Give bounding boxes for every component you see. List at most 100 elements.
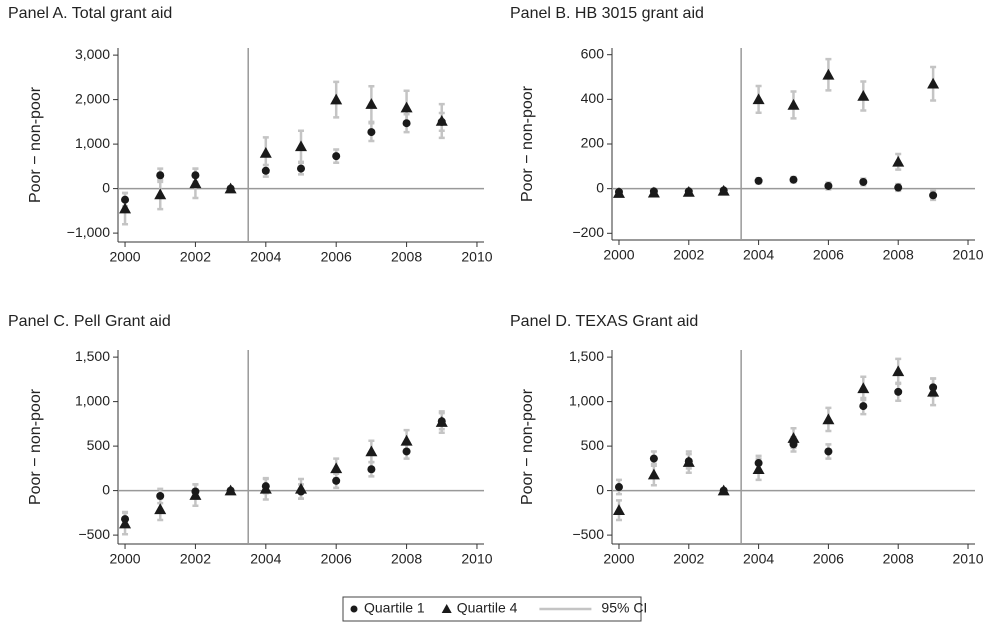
circle-marker: [402, 447, 411, 456]
triangle-marker: [822, 413, 835, 425]
circle-marker: [261, 166, 270, 175]
triangle-marker: [189, 489, 202, 500]
y-tick-label: 1,000: [569, 392, 604, 408]
triangle-marker: [224, 182, 237, 194]
legend-marker: [441, 604, 452, 613]
panel-title: Panel A. Total grant aid: [8, 5, 172, 22]
triangle-marker: [154, 503, 167, 515]
y-tick-label: 0: [102, 179, 110, 195]
triangle-marker: [682, 186, 695, 197]
triangle-marker: [892, 155, 905, 167]
circle-marker: [649, 454, 658, 463]
triangle-marker: [365, 98, 378, 109]
x-tick-label: 2008: [391, 551, 422, 567]
triangle-marker: [892, 365, 905, 377]
triangle-marker: [612, 504, 625, 515]
circle-marker: [789, 175, 798, 184]
circle-marker: [367, 128, 376, 137]
circle-marker: [191, 171, 200, 180]
circle-marker: [824, 447, 833, 456]
triangle-marker: [647, 468, 660, 480]
triangle-marker: [787, 98, 800, 110]
circle-marker: [859, 402, 868, 411]
y-axis-label: Poor − non-poor: [519, 85, 536, 202]
x-tick-label: 2008: [883, 247, 914, 263]
x-tick-label: 2002: [673, 551, 704, 567]
circle-marker: [121, 195, 130, 204]
triangle-marker: [717, 484, 730, 496]
x-tick-label: 2000: [603, 247, 634, 263]
y-tick-label: −200: [572, 224, 604, 240]
circle-marker: [894, 183, 903, 192]
triangle-marker: [927, 77, 940, 89]
panel-title: Panel D. TEXAS Grant aid: [510, 313, 698, 330]
circle-marker: [156, 171, 165, 180]
triangle-marker: [259, 482, 272, 494]
x-tick-label: 2010: [461, 551, 492, 567]
panel-title: Panel C. Pell Grant aid: [8, 313, 171, 330]
x-tick-label: 2010: [952, 551, 983, 567]
x-tick-label: 2006: [321, 249, 352, 265]
triangle-marker: [330, 462, 343, 474]
y-tick-label: 1,000: [75, 135, 110, 151]
y-tick-label: 2,000: [75, 90, 110, 106]
legend-label: 95% CI: [601, 600, 647, 616]
triangle-marker: [822, 68, 835, 80]
x-tick-label: 2004: [743, 551, 774, 567]
x-tick-label: 2000: [109, 551, 140, 567]
triangle-marker: [154, 188, 167, 200]
y-tick-label: 500: [87, 437, 111, 453]
circle-marker: [156, 491, 165, 500]
triangle-marker: [365, 445, 378, 457]
triangle-marker: [400, 434, 413, 446]
y-tick-label: 200: [581, 135, 605, 151]
circle-marker: [824, 181, 833, 190]
x-tick-label: 2004: [250, 249, 281, 265]
legend-label: Quartile 1: [364, 600, 425, 616]
triangle-marker: [224, 484, 237, 496]
x-tick-label: 2006: [321, 551, 352, 567]
y-tick-label: 0: [596, 179, 604, 195]
x-tick-label: 2002: [673, 247, 704, 263]
x-tick-label: 2002: [180, 551, 211, 567]
triangle-marker: [119, 517, 132, 529]
y-tick-label: −500: [572, 526, 604, 542]
x-tick-label: 2002: [180, 249, 211, 265]
triangle-marker: [647, 186, 660, 198]
x-tick-label: 2008: [883, 551, 914, 567]
triangle-marker: [717, 184, 730, 196]
triangle-marker: [435, 416, 448, 427]
y-tick-label: −1,000: [67, 224, 110, 240]
triangle-marker: [752, 463, 765, 475]
y-tick-label: −500: [78, 526, 110, 542]
x-tick-label: 2004: [743, 247, 774, 263]
triangle-marker: [612, 187, 625, 198]
legend-label: Quartile 4: [457, 600, 518, 616]
y-tick-label: 1,500: [569, 348, 604, 364]
x-tick-label: 2000: [603, 551, 634, 567]
triangle-marker: [295, 482, 307, 494]
triangle-marker: [259, 147, 272, 158]
triangle-marker: [435, 114, 448, 126]
triangle-marker: [119, 202, 132, 214]
circle-marker: [332, 152, 341, 161]
triangle-marker: [787, 432, 800, 443]
circle-marker: [929, 191, 938, 200]
x-tick-label: 2006: [813, 551, 844, 567]
circle-marker: [332, 476, 341, 485]
triangle-marker: [400, 101, 413, 113]
x-tick-label: 2004: [250, 551, 281, 567]
x-tick-label: 2010: [461, 249, 492, 265]
panel-title: Panel B. HB 3015 grant aid: [510, 5, 704, 22]
y-tick-label: 400: [581, 90, 605, 106]
circle-marker: [754, 176, 763, 185]
triangle-marker: [857, 382, 870, 394]
circle-marker: [754, 459, 763, 468]
triangle-marker: [682, 456, 695, 467]
circle-marker: [894, 387, 903, 396]
y-axis-label: Poor − non-poor: [27, 86, 44, 203]
circle-marker: [859, 177, 868, 186]
x-tick-label: 2006: [813, 247, 844, 263]
y-tick-label: 500: [581, 437, 605, 453]
